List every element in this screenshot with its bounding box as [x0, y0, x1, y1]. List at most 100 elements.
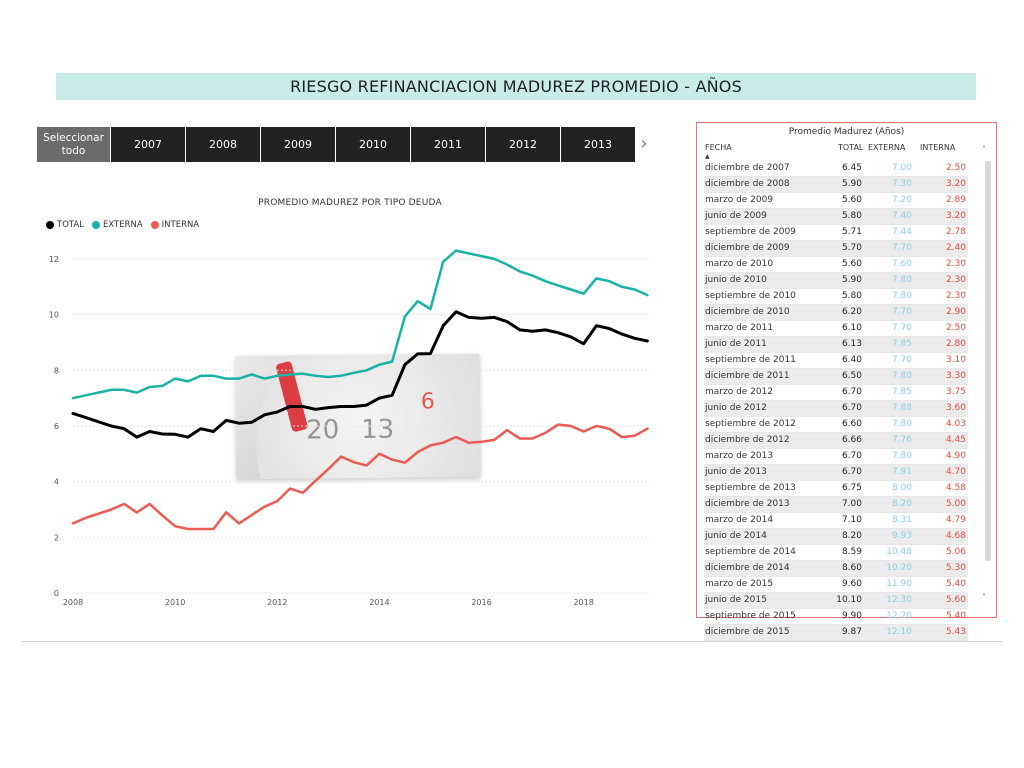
slicer-select-all[interactable]: Seleccionar todo: [37, 127, 111, 162]
cell-interna: 2.50: [945, 323, 966, 333]
cell-fecha: junio de 2013: [705, 467, 767, 477]
cell-fecha: marzo de 2012: [705, 387, 774, 397]
table-row[interactable]: diciembre de 2011 6.50 7.80 3.30: [704, 369, 968, 385]
cell-total: 6.13: [841, 339, 862, 349]
table-row[interactable]: marzo de 2011 6.10 7.70 2.50: [704, 321, 968, 337]
cell-fecha: diciembre de 2009: [705, 243, 790, 253]
x-tick-label: 2014: [369, 598, 389, 607]
table-row[interactable]: diciembre de 2012 6.66 7.76 4.45: [704, 433, 968, 449]
cell-total: 7.00: [841, 499, 862, 509]
cell-externa: 7.80: [891, 419, 912, 429]
cell-interna: 3.10: [945, 355, 966, 365]
y-tick-label: 0: [54, 589, 59, 598]
table-row[interactable]: junio de 2012 6.70 7.88 3.60: [704, 401, 968, 417]
table-row[interactable]: diciembre de 2013 7.00 8.20 5.00: [704, 497, 968, 513]
table-row[interactable]: marzo de 2014 7.10 8.31 4.79: [704, 513, 968, 529]
col-header-total[interactable]: TOTAL: [838, 143, 864, 152]
line-chart: 0 2 4 6 8 10 12 2008 2010 2012 2014 2016 2018: [49, 249, 650, 607]
cell-total: 8.59: [841, 547, 862, 557]
table-row[interactable]: diciembre de 2009 5.70 7.70 2.40: [704, 241, 968, 257]
cell-interna: 4.58: [945, 483, 966, 493]
scroll-up-icon[interactable]: ˄: [982, 145, 986, 154]
table-row[interactable]: diciembre de 2008 5.90 7.30 3.20: [704, 177, 968, 193]
cell-fecha: marzo de 2009: [705, 195, 774, 205]
table-row[interactable]: marzo de 2009 5.60 7.20 2.89: [704, 193, 968, 209]
table-row[interactable]: diciembre de 2010 6.20 7.70 2.90: [704, 305, 968, 321]
table-row[interactable]: marzo de 2012 6.70 7.85 3.75: [704, 385, 968, 401]
slicer-year-2007[interactable]: 2007: [111, 127, 186, 162]
cell-total: 6.60: [841, 419, 862, 429]
slicer-year-2010[interactable]: 2010: [336, 127, 411, 162]
cell-total: 6.66: [841, 435, 862, 445]
col-header-interna[interactable]: INTERNA: [920, 143, 956, 152]
cell-total: 6.45: [841, 163, 862, 173]
table-row[interactable]: junio de 2014 8.20 9.93 4.68: [704, 529, 968, 545]
legend-item-total[interactable]: TOTAL: [46, 220, 84, 230]
legend-item-interna[interactable]: INTERNA: [150, 220, 199, 230]
cell-externa: 9.93: [891, 531, 912, 541]
sort-asc-icon: ▲: [705, 153, 710, 160]
y-tick-label: 8: [54, 366, 59, 375]
series-line-total: [71, 310, 649, 439]
chart-legend: TOTAL EXTERNA INTERNA: [46, 220, 199, 230]
table-row[interactable]: junio de 2015 10.10 12.30 5.60: [704, 593, 968, 609]
slicer-year-2009[interactable]: 2009: [261, 127, 336, 162]
table-row[interactable]: septiembre de 2011 6.40 7.70 3.10: [704, 353, 968, 369]
table-row[interactable]: septiembre de 2015 9.90 12.20 5.40: [704, 609, 968, 625]
slicer-year-2012[interactable]: 2012: [486, 127, 561, 162]
scroll-down-icon[interactable]: ˅: [982, 593, 986, 602]
legend-item-externa[interactable]: EXTERNA: [91, 220, 143, 230]
slicer-year-2008[interactable]: 2008: [186, 127, 261, 162]
table-row[interactable]: junio de 2013 6.70 7.91 4.70: [704, 465, 968, 481]
cell-fecha: septiembre de 2012: [705, 419, 796, 429]
cell-total: 6.70: [841, 467, 862, 477]
cell-interna: 2.90: [945, 307, 966, 317]
cell-fecha: septiembre de 2013: [705, 483, 796, 493]
table-row[interactable]: diciembre de 2014 8.60 10.20 5.30: [704, 561, 968, 577]
slicer-year-2013[interactable]: 2013: [561, 127, 636, 162]
table-row[interactable]: septiembre de 2013 6.75 8.00 4.58: [704, 481, 968, 497]
cell-fecha: junio de 2014: [705, 531, 767, 541]
cell-total: 10.10: [836, 595, 862, 605]
table-row[interactable]: marzo de 2013 6.70 7.80 4.90: [704, 449, 968, 465]
cell-total: 8.60: [841, 563, 862, 573]
cell-total: 6.50: [841, 371, 862, 381]
cell-total: 9.60: [841, 579, 862, 589]
col-header-externa[interactable]: EXTERNA: [868, 143, 906, 152]
cell-interna: 5.40: [945, 611, 966, 621]
cell-externa: 12.30: [886, 595, 912, 605]
table-row[interactable]: marzo de 2010 5.60 7.60 2.30: [704, 257, 968, 273]
cell-externa: 7.40: [891, 211, 912, 221]
cell-interna: 2.89: [945, 195, 966, 205]
table-row[interactable]: marzo de 2015 9.60 11.90 5.40: [704, 577, 968, 593]
cell-externa: 7.00: [891, 163, 912, 173]
cell-interna: 2.40: [945, 243, 966, 253]
cell-fecha: diciembre de 2010: [705, 307, 790, 317]
series-line-externa: [71, 249, 649, 400]
table-row[interactable]: septiembre de 2010 5.80 7.80 2.30: [704, 289, 968, 305]
cell-fecha: marzo de 2014: [705, 515, 774, 525]
chevron-right-icon[interactable]: ›: [640, 133, 648, 154]
cell-interna: 5.40: [945, 579, 966, 589]
table-row[interactable]: junio de 2009 5.80 7.40 3.20: [704, 209, 968, 225]
col-header-fecha[interactable]: FECHA: [705, 143, 732, 152]
y-tick-label: 4: [54, 478, 59, 487]
cell-fecha: diciembre de 2007: [705, 163, 790, 173]
table-row[interactable]: diciembre de 2007 6.45 7.00 2.50: [704, 161, 968, 177]
table-row[interactable]: septiembre de 2009 5.71 7.44 2.78: [704, 225, 968, 241]
cell-interna: 2.78: [945, 227, 966, 237]
cell-externa: 7.70: [891, 323, 912, 333]
cell-externa: 7.70: [891, 307, 912, 317]
table-scrollbar[interactable]: [985, 161, 991, 561]
cell-fecha: diciembre de 2011: [705, 371, 790, 381]
table-row[interactable]: diciembre de 2015 9.87 12.10 5.43: [704, 625, 968, 641]
cell-total: 5.80: [841, 291, 862, 301]
legend-dot-interna: [150, 221, 159, 229]
table-row[interactable]: junio de 2010 5.90 7.80 2.30: [704, 273, 968, 289]
table-row[interactable]: septiembre de 2014 8.59 10.48 5.06: [704, 545, 968, 561]
cell-externa: 10.20: [886, 563, 912, 573]
cell-interna: 2.50: [945, 163, 966, 173]
table-row[interactable]: junio de 2011 6.13 7.85 2.80: [704, 337, 968, 353]
table-row[interactable]: septiembre de 2012 6.60 7.80 4.03: [704, 417, 968, 433]
slicer-year-2011[interactable]: 2011: [411, 127, 486, 162]
